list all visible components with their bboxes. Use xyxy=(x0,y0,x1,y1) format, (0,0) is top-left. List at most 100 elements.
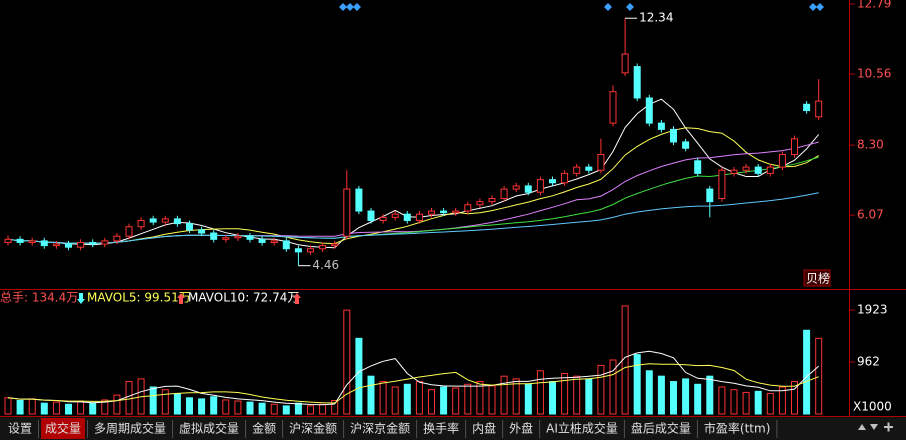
candle-body xyxy=(718,169,726,199)
candle-body xyxy=(742,166,750,171)
volume-bar xyxy=(4,397,12,415)
candle-body xyxy=(512,185,520,190)
volume-bar xyxy=(307,405,314,415)
candle-body xyxy=(561,172,569,184)
candle-body xyxy=(815,100,823,118)
candle-body xyxy=(258,238,266,243)
candle-body xyxy=(440,210,448,214)
volume-bar xyxy=(730,389,738,415)
tab-label[interactable]: 市盈率(ttm) xyxy=(704,421,770,436)
tab-label[interactable]: 金额 xyxy=(252,421,276,436)
tab-label[interactable]: 外盘 xyxy=(509,421,533,436)
volume-bar xyxy=(464,383,472,415)
volume-unit: X1000 xyxy=(853,400,892,414)
tab[interactable] xyxy=(468,418,501,439)
tab-label[interactable]: 设置 xyxy=(8,422,32,436)
volume-bar xyxy=(319,403,327,415)
tab-label[interactable]: 成交量 xyxy=(45,421,81,436)
tab[interactable] xyxy=(4,418,37,439)
high-label: 12.34 xyxy=(639,11,673,25)
volume-bar xyxy=(452,387,460,415)
volume-bar xyxy=(561,372,569,415)
volume-bar xyxy=(258,402,266,415)
tab-label[interactable]: 盘后成交量 xyxy=(631,421,691,436)
candle-body xyxy=(730,169,738,174)
tab-label[interactable]: 沪深金额 xyxy=(289,421,337,436)
candle-body xyxy=(621,53,629,74)
volume-bar xyxy=(246,401,254,415)
candle-body xyxy=(4,238,12,243)
y-tick-label: 12.79 xyxy=(857,0,891,11)
candle-body xyxy=(294,248,302,253)
down-arrow xyxy=(77,293,85,304)
tab-label[interactable]: 沪深京金额 xyxy=(350,421,410,436)
volume-bar xyxy=(355,337,363,415)
candle-body xyxy=(367,210,375,221)
tab-label[interactable]: 多周期成交量 xyxy=(94,421,166,436)
volume-bar xyxy=(149,386,157,415)
volume-tick-label: 962 xyxy=(857,355,880,369)
low-label: 4.46 xyxy=(312,258,339,272)
candle-body xyxy=(803,103,811,112)
volume-bar xyxy=(524,383,532,415)
candle-body xyxy=(246,235,254,240)
candle-body xyxy=(657,122,665,130)
volume-bar xyxy=(222,399,230,415)
tab[interactable] xyxy=(90,418,171,439)
candle-body xyxy=(585,166,593,171)
candle-body xyxy=(125,226,133,237)
candle-body xyxy=(222,237,230,240)
volume-ma-line xyxy=(7,363,819,404)
candle-body xyxy=(428,210,435,215)
tab[interactable] xyxy=(699,418,775,439)
signal-markers xyxy=(339,3,824,11)
candle-body xyxy=(186,223,193,231)
y-tick-label: 8.30 xyxy=(857,138,884,152)
header-total: 总手: 134.4万 xyxy=(0,291,78,305)
price-ma-line xyxy=(7,98,820,249)
tab[interactable] xyxy=(542,418,622,439)
tab[interactable] xyxy=(346,418,415,439)
tab-label[interactable]: 虚拟成交量 xyxy=(179,421,239,436)
tab-label[interactable]: 内盘 xyxy=(472,421,496,436)
volume-bar xyxy=(415,381,423,415)
tab-label[interactable]: 换手率 xyxy=(423,421,459,436)
tab-label[interactable]: AI立桩成交量 xyxy=(546,421,618,436)
volume-bar xyxy=(391,386,399,415)
candle-body xyxy=(549,179,556,184)
candle-body xyxy=(89,241,97,245)
candle-body xyxy=(597,154,605,171)
tab[interactable] xyxy=(41,418,86,439)
candle-body xyxy=(210,232,218,240)
volume-bar xyxy=(657,375,665,415)
volume-bar xyxy=(706,375,714,415)
price-ma-line xyxy=(7,192,819,244)
tab[interactable] xyxy=(419,418,464,439)
volume-tick-label: 1923 xyxy=(857,303,888,317)
tab[interactable] xyxy=(248,418,281,439)
candle-body xyxy=(488,197,496,203)
tab[interactable] xyxy=(175,418,244,439)
tab[interactable] xyxy=(505,418,538,439)
candle-body xyxy=(694,160,702,174)
candle-body xyxy=(452,210,460,214)
candle-body xyxy=(415,213,423,221)
volume-bar xyxy=(331,399,339,415)
volume-bar xyxy=(778,386,786,415)
candle-body xyxy=(766,166,774,174)
tab[interactable] xyxy=(285,418,342,439)
volume-bar xyxy=(28,398,36,415)
tab[interactable] xyxy=(626,418,695,439)
candle-body xyxy=(379,216,387,221)
volume-bar xyxy=(16,399,24,415)
candle-body xyxy=(682,141,690,149)
volume-bar xyxy=(718,386,726,415)
badge: 贝榜 xyxy=(806,271,830,286)
candle-body xyxy=(282,240,290,250)
candle-body xyxy=(16,238,24,243)
volume-bar xyxy=(403,383,411,415)
candle-body xyxy=(113,235,121,242)
volume-bar xyxy=(52,401,60,415)
